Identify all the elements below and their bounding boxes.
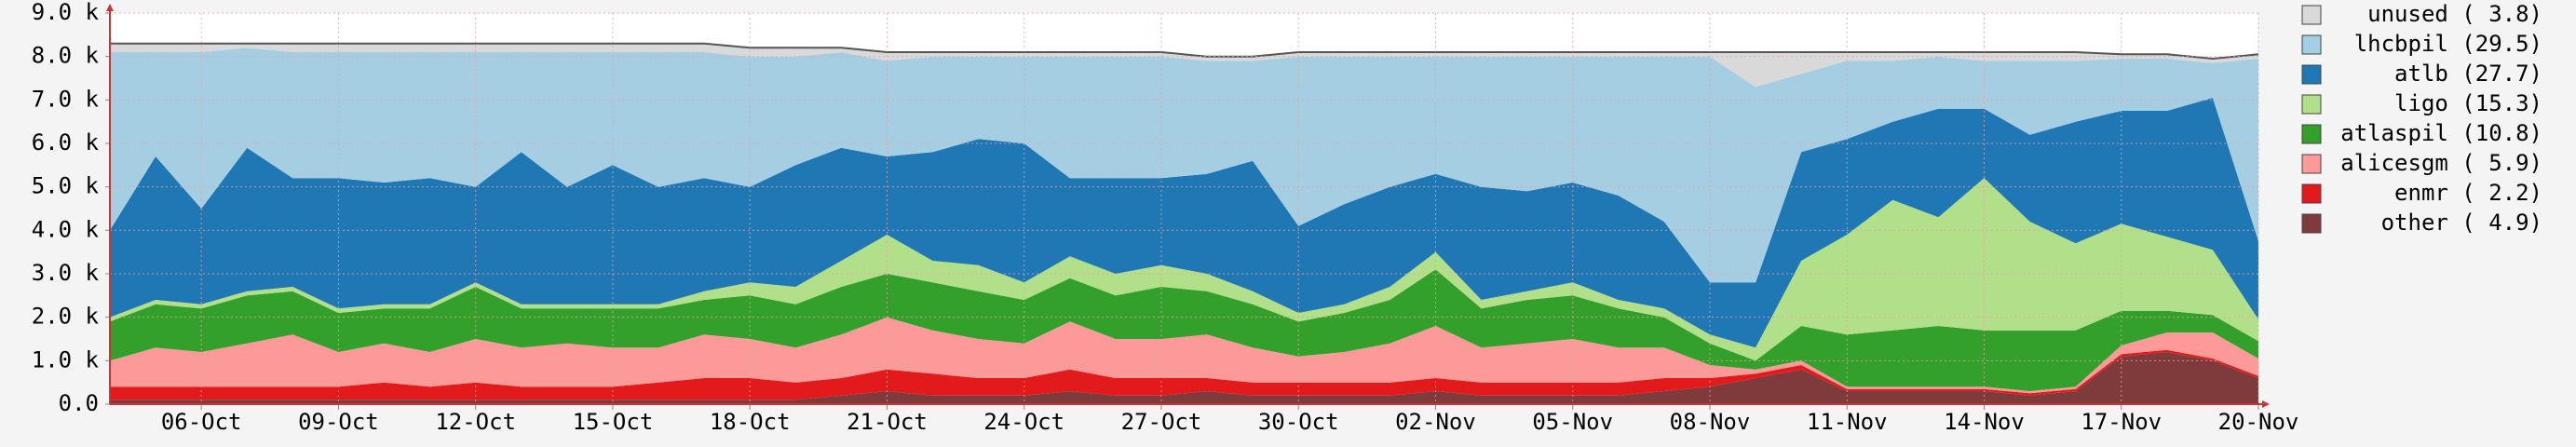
x-tick-label: 02-Nov <box>1395 409 1476 435</box>
x-tick-label: 11-Nov <box>1807 409 1888 435</box>
area <box>110 352 2258 404</box>
y-tick-label: 4.0 k <box>32 216 100 242</box>
y-tick-label: 6.0 k <box>32 129 100 156</box>
y-tick-label: 9.0 k <box>32 0 100 25</box>
x-tick-label: 08-Nov <box>1670 409 1751 435</box>
legend-swatch <box>2301 5 2322 25</box>
y-tick-label: 5.0 k <box>32 173 100 199</box>
legend-label: enmr ( 2.2) <box>2394 180 2542 206</box>
x-tick-label: 06-Oct <box>161 409 242 435</box>
area <box>110 98 2258 348</box>
capacity-line <box>110 42 2259 61</box>
x-tick-label: 14-Nov <box>1944 409 2025 435</box>
y-tick-label: 1.0 k <box>32 346 100 372</box>
x-tick-label: 24-Oct <box>983 409 1064 435</box>
x-tick-label: 30-Oct <box>1258 409 1339 435</box>
x-tick-label: 09-Oct <box>298 409 379 435</box>
area <box>110 47 2258 283</box>
y-tick-label: 7.0 k <box>32 86 100 112</box>
legend-swatch <box>2301 64 2322 85</box>
x-tick-label: 21-Oct <box>847 409 928 435</box>
legend-swatch <box>2301 124 2322 144</box>
legend-label: atlaspil (10.8) <box>2340 120 2542 146</box>
legend-label: unused ( 3.8) <box>2367 1 2542 27</box>
area <box>110 178 2258 361</box>
legend-swatch <box>2301 154 2322 174</box>
y-tick-label: 3.0 k <box>32 260 100 286</box>
legend-label: other ( 4.9) <box>2381 210 2542 236</box>
x-tick-label: 17-Nov <box>2081 409 2162 435</box>
area <box>110 43 2258 88</box>
legend-swatch <box>2301 213 2322 234</box>
x-tick-label: 12-Oct <box>435 409 516 435</box>
legend-swatch <box>2301 183 2322 204</box>
legend-label: lhcbpil (29.5) <box>2354 31 2542 57</box>
x-tick-label: 20-Nov <box>2218 409 2299 435</box>
area <box>110 349 2258 400</box>
x-tick-label: 27-Oct <box>1121 409 1202 435</box>
x-axis-arrow <box>2262 400 2270 408</box>
y-tick-label: 0.0 <box>59 390 99 416</box>
y-tick-label: 2.0 k <box>32 304 100 330</box>
legend-swatch <box>2301 34 2322 55</box>
legend-label: ligo (15.3) <box>2394 90 2542 116</box>
x-tick-label: 15-Oct <box>573 409 654 435</box>
area <box>110 317 2258 394</box>
legend-label: atlb (27.7) <box>2394 61 2542 87</box>
x-tick-label: 18-Oct <box>710 409 791 435</box>
x-tick-label: 05-Nov <box>1532 409 1613 435</box>
legend-label: alicesgm ( 5.9) <box>2340 150 2542 176</box>
legend-swatch <box>2301 94 2322 115</box>
y-tick-label: 8.0 k <box>32 43 100 69</box>
y-axis-arrow <box>106 4 114 11</box>
